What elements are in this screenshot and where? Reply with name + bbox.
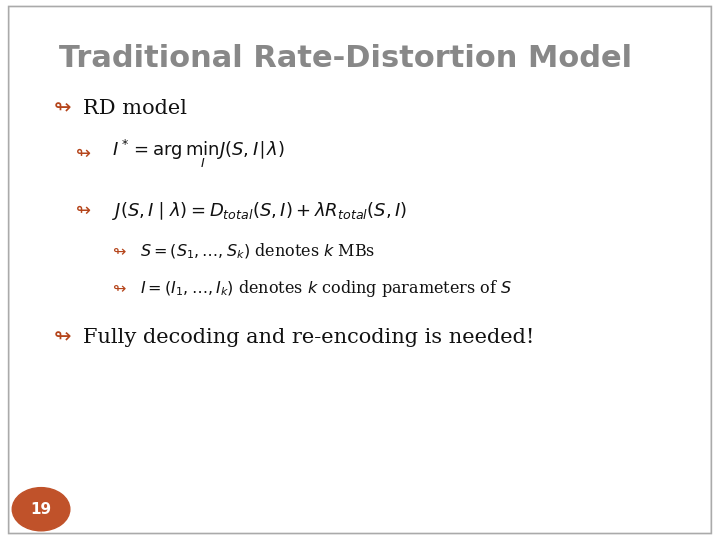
Text: ↬: ↬ (54, 327, 71, 348)
Text: ↬: ↬ (76, 201, 91, 220)
Text: $J(S,I \mid \lambda) = D_{total}(S,I) + \lambda R_{total}(S,I)$: $J(S,I \mid \lambda) = D_{total}(S,I) + … (112, 200, 407, 221)
Text: Traditional Rate-Distortion Model: Traditional Rate-Distortion Model (59, 44, 632, 73)
Text: ↬: ↬ (54, 98, 71, 118)
Text: $S = (S_1, \ldots, S_k)$ denotes $k$ MBs: $S = (S_1, \ldots, S_k)$ denotes $k$ MBs (140, 241, 376, 261)
Text: $I = (I_1, \ldots, I_k)$ denotes $k$ coding parameters of $S$: $I = (I_1, \ldots, I_k)$ denotes $k$ cod… (140, 279, 512, 299)
Text: Fully decoding and re-encoding is needed!: Fully decoding and re-encoding is needed… (83, 328, 534, 347)
Text: ↬: ↬ (112, 281, 125, 296)
Text: RD model: RD model (83, 98, 186, 118)
Circle shape (12, 488, 70, 531)
Text: ↬: ↬ (112, 244, 125, 259)
Text: $I^* = \arg\min_I J(S, I \mid \lambda)$: $I^* = \arg\min_I J(S, I \mid \lambda)$ (112, 138, 284, 170)
Text: ↬: ↬ (76, 145, 91, 163)
Text: 19: 19 (30, 502, 52, 517)
